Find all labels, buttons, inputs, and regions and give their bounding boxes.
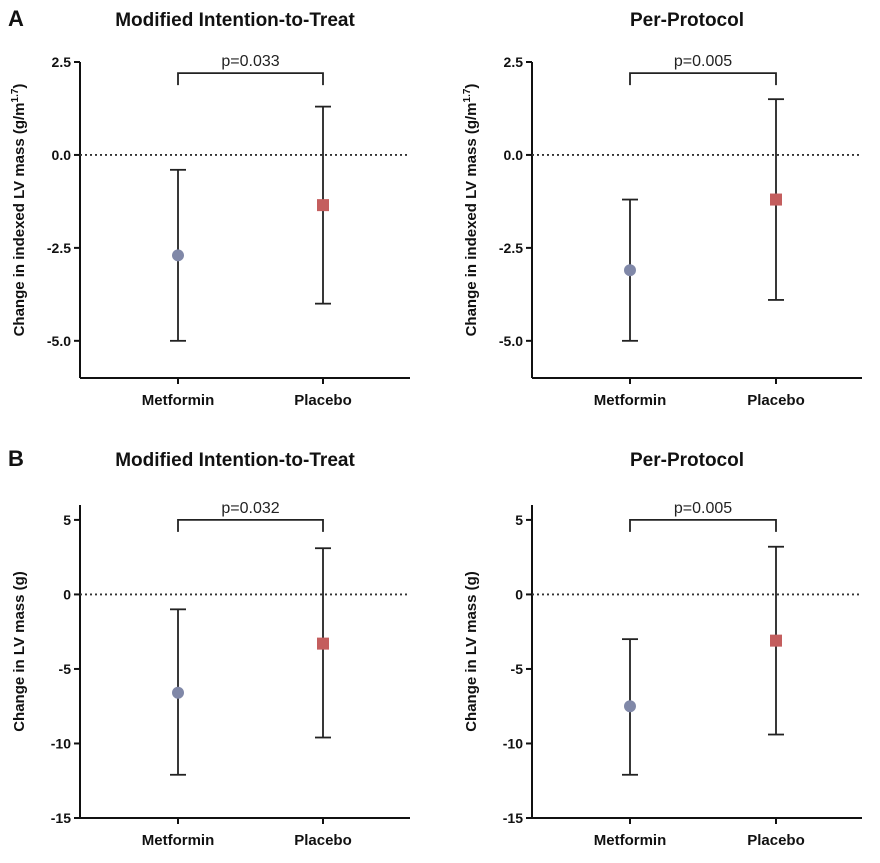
x-category-label: Metformin: [594, 392, 667, 409]
p-value-annotation: p=0.005: [674, 500, 732, 517]
y-axis-label-tail: ): [463, 84, 480, 89]
y-tick-label: -10: [503, 735, 523, 751]
y-tick-label: 0.0: [52, 147, 72, 163]
y-axis-label-tail: ): [11, 84, 28, 89]
y-tick-label: -5: [511, 661, 524, 677]
y-tick-label: -15: [503, 810, 523, 826]
placebo-point: [770, 634, 782, 647]
y-tick-label: -2.5: [47, 240, 71, 256]
placebo-point: [317, 637, 329, 650]
significance-bracket: [177, 519, 324, 532]
chart-title: Per-Protocol: [630, 10, 744, 31]
y-tick-label: -5.0: [47, 333, 71, 349]
y-axis-label-superscript: 1.7: [10, 88, 21, 102]
metformin-point: [624, 700, 636, 713]
p-value-annotation: p=0.032: [221, 500, 279, 517]
y-tick-label: -5: [59, 661, 72, 677]
x-category-label: Metformin: [142, 392, 215, 409]
y-tick-label: -2.5: [499, 240, 523, 256]
x-category-label: Placebo: [747, 832, 805, 849]
chart-title: Modified Intention-to-Treat: [115, 450, 355, 471]
significance-bracket: [629, 72, 777, 86]
y-axis-label-main: Change in indexed LV mass (g/m: [463, 102, 480, 336]
y-axis-label-superscript: 1.7: [462, 88, 473, 102]
y-tick-label: 0: [63, 586, 71, 602]
y-tick-label: 0: [515, 586, 523, 602]
significance-bracket: [177, 72, 324, 86]
chart-title: Per-Protocol: [630, 450, 744, 471]
placebo-point: [770, 193, 782, 206]
x-category-label: Metformin: [594, 832, 667, 849]
y-tick-label: -10: [51, 735, 71, 751]
p-value-annotation: p=0.033: [221, 53, 279, 70]
chart-title: Modified Intention-to-Treat: [115, 10, 355, 31]
metformin-point: [624, 264, 636, 277]
subplot-3: Modified Intention-to-Treat Change in LV …: [11, 450, 410, 849]
y-tick-label: -15: [51, 810, 71, 826]
subplot-2: Per-Protocol Change in indexed LV mass (g…: [462, 10, 862, 409]
y-tick-label: 0.0: [504, 147, 524, 163]
y-axis-label: Change in LV mass (g): [463, 571, 480, 732]
subplot-1: Modified Intention-to-Treat Change in ind…: [10, 10, 410, 409]
x-category-label: Placebo: [294, 392, 352, 409]
metformin-point: [172, 249, 184, 262]
y-axis-label-main: Change in LV mass (g): [463, 571, 480, 732]
y-axis-label: Change in LV mass (g): [11, 571, 28, 732]
y-tick-label: 5: [515, 512, 523, 528]
y-tick-label: 2.5: [52, 54, 72, 70]
subplot-4: Per-Protocol Change in LV mass (g) 5 0 -5 -10…: [463, 450, 862, 849]
y-tick-label: 5: [63, 512, 71, 528]
x-category-label: Placebo: [747, 392, 805, 409]
significance-bracket: [629, 519, 777, 532]
y-tick-label: -5.0: [499, 333, 523, 349]
y-axis-label-main: Change in LV mass (g): [11, 571, 28, 732]
metformin-point: [172, 686, 184, 699]
y-tick-label: 2.5: [504, 54, 524, 70]
panel-label-a: A: [8, 6, 24, 31]
p-value-annotation: p=0.005: [674, 53, 732, 70]
x-category-label: Placebo: [294, 832, 352, 849]
y-axis-label-main: Change in indexed LV mass (g/m: [11, 102, 28, 336]
placebo-point: [317, 199, 329, 212]
y-axis-label: Change in indexed LV mass (g/m1.7): [462, 84, 480, 337]
y-axis-label: Change in indexed LV mass (g/m1.7): [10, 84, 28, 337]
x-category-label: Metformin: [142, 832, 215, 849]
panel-label-b: B: [8, 446, 24, 471]
